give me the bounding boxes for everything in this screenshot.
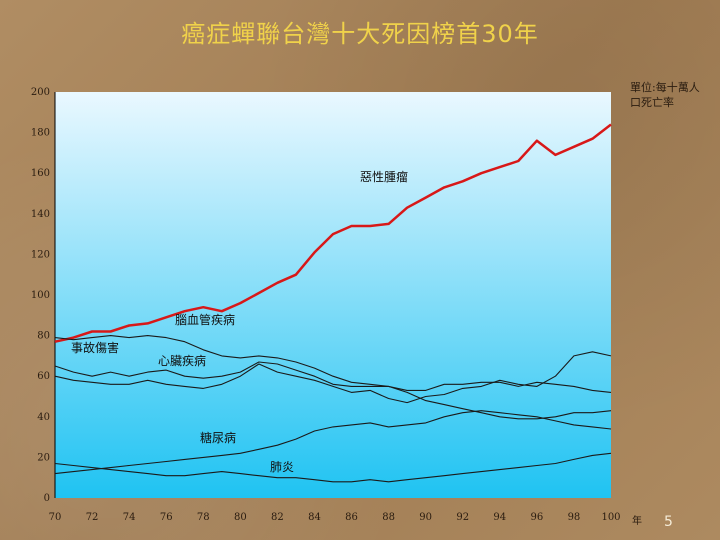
unit-label: 單位:每十萬人口死亡率 [630,81,700,109]
series-line [54,351,612,404]
series-label: 心臟疾病 [158,353,206,368]
x-tick-label: 70 [49,512,62,523]
x-tick-label: 72 [86,512,99,523]
x-axis-unit-label: 年 [632,514,642,527]
series-line [54,123,612,343]
series-label: 惡性腫瘤 [360,169,408,184]
series-label: 肺炎 [270,460,294,474]
series-line [54,361,612,420]
y-tick-label: 140 [31,209,50,220]
x-tick-label: 78 [197,512,210,523]
y-tick-label: 120 [31,249,50,260]
y-tick-label: 40 [37,412,50,423]
series-label: 腦血管疾病 [175,312,235,327]
y-tick-label: 180 [31,128,50,139]
x-tick-label: 76 [160,512,173,523]
y-tick-label: 160 [31,168,50,179]
x-tick-label: 96 [530,512,543,523]
plot-area [55,92,611,498]
x-tick-label: 74 [123,512,136,523]
y-tick-label: 100 [31,290,50,301]
series-group [54,123,612,483]
y-tick-label: 20 [37,452,50,463]
slide-title: 癌症蟬聯台灣十大死因榜首30年 [181,20,539,48]
series-line [54,452,612,483]
y-tick-label: 80 [37,331,50,342]
x-tick-label: 100 [601,512,620,523]
x-tick-group: 70 72 74 76 78 80 82 84 86 88 90 92 94 96 98 100 年 [49,512,642,527]
y-tick-label: 200 [31,87,50,98]
y-tick-label: 60 [37,371,50,382]
series-line [54,410,612,475]
x-tick-label: 92 [456,512,469,523]
page-number: 5 [664,514,673,530]
x-tick-label: 86 [345,512,358,523]
x-tick-label: 90 [419,512,432,523]
x-tick-label: 84 [308,512,321,523]
x-tick-label: 82 [271,512,284,523]
x-tick-label: 98 [568,512,581,523]
x-tick-label: 88 [382,512,395,523]
x-tick-label: 94 [493,512,506,523]
x-tick-label: 80 [234,512,247,523]
series-label: 事故傷害 [71,340,119,355]
y-tick-group: 0 20 40 60 80 100 120 140 160 180 200 [31,87,50,504]
series-line [54,335,612,393]
y-tick-label: 0 [44,493,50,504]
series-label: 糖尿病 [200,430,236,445]
